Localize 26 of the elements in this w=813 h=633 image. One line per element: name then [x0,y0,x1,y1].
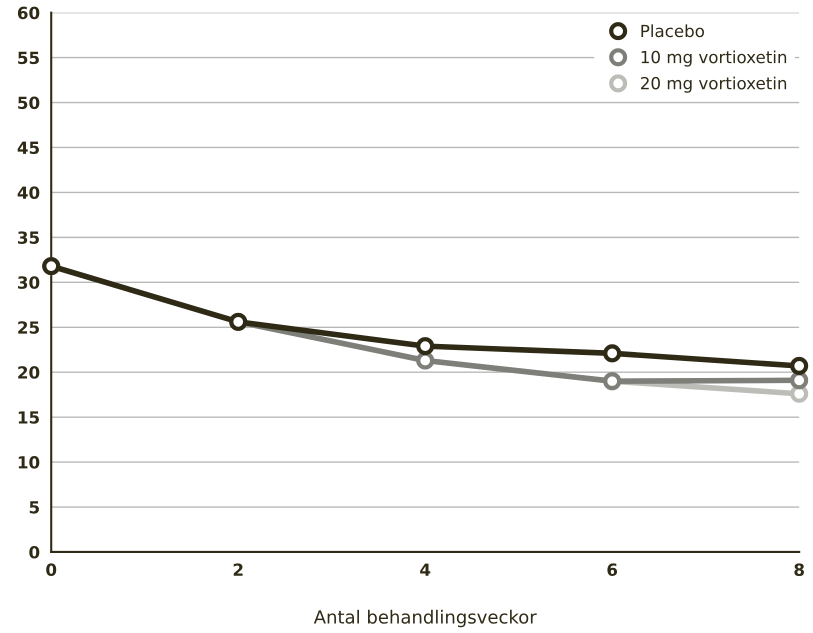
y-tick-label: 35 [18,231,39,244]
y-tick-label: 40 [18,186,40,199]
x-tick-label: 8 [794,563,804,576]
x-tick-label: 4 [420,564,430,576]
y-tick-label: 25 [18,321,39,334]
y-tick-label: 50 [18,96,40,110]
y-tick-label: 0 [29,546,40,559]
y-tick-label: 55 [18,52,39,64]
point [790,371,808,390]
point [603,344,622,362]
x-axis-title: Antal behandlingsveckor [314,610,537,628]
legend-label: Placebo [641,24,704,38]
x-tick-label: 0 [46,563,56,576]
legend-label: 20 mg vortioxetin [641,76,786,93]
x-tick-label: 2 [234,563,243,576]
y-tick-label: 10 [18,456,40,469]
y-tick-label: 5 [30,501,39,514]
y-tick-label: 60 [18,6,40,20]
y-tick-label: 15 [18,411,39,424]
legend-label: 10 mg vortioxetin [642,50,786,67]
y-tick-label: 30 [18,276,40,289]
point [790,356,808,375]
y-tick-label: 20 [18,366,40,379]
y-tick-label: 45 [18,142,39,154]
x-tick-label: 6 [607,563,618,576]
point [416,337,434,356]
